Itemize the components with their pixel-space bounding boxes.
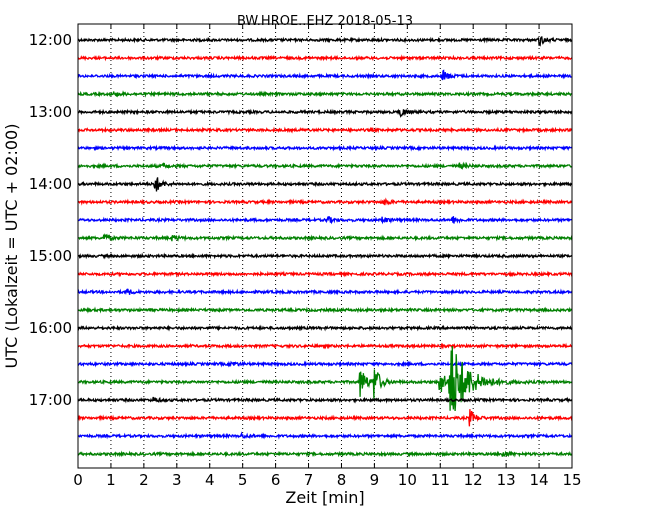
seismic-trace — [77, 36, 573, 47]
seismic-trace — [77, 252, 573, 260]
y-tick-label: 14:00 — [29, 175, 72, 193]
y-axis-label: UTC (Lokalzeit = UTC + 02:00) — [2, 124, 21, 369]
x-tick-label: 3 — [172, 471, 182, 489]
seismic-trace — [77, 69, 573, 81]
seismic-trace — [77, 177, 573, 192]
x-tick-label: 12 — [464, 471, 483, 489]
chart-title: BW.HROE..EHZ 2018-05-13 — [237, 14, 413, 29]
seismic-trace — [77, 144, 573, 152]
seismic-traces — [77, 36, 573, 458]
seismic-trace — [77, 306, 573, 314]
seismic-trace — [77, 197, 573, 206]
x-tick-label: 7 — [304, 471, 314, 489]
seismic-trace — [77, 431, 573, 440]
x-tick-label: 8 — [337, 471, 347, 489]
x-tick-label: 4 — [205, 471, 215, 489]
seismic-trace — [77, 54, 573, 62]
seismic-trace — [77, 396, 573, 404]
seismic-trace — [77, 342, 573, 350]
seismic-trace — [77, 288, 573, 296]
x-tick-label: 13 — [497, 471, 516, 489]
plot-frame — [77, 23, 573, 469]
y-tick-label: 15:00 — [29, 247, 72, 265]
x-axis-label: Zeit [min] — [285, 488, 364, 507]
y-tick-label: 16:00 — [29, 319, 72, 337]
seismic-trace — [77, 126, 573, 134]
seismic-trace — [77, 216, 573, 225]
seismic-trace — [77, 360, 573, 368]
x-tick-label: 10 — [398, 471, 417, 489]
x-tick-label: 0 — [73, 471, 83, 489]
seismic-trace — [77, 161, 573, 170]
x-tick-label: 5 — [238, 471, 248, 489]
seismic-trace — [77, 270, 573, 278]
seismic-trace — [77, 324, 573, 332]
seismic-trace — [77, 108, 573, 118]
x-tick-label: 6 — [271, 471, 281, 489]
y-tick-label: 17:00 — [29, 391, 72, 409]
seismic-trace — [77, 409, 573, 427]
x-tick-label: 11 — [431, 471, 450, 489]
x-tick-label: 9 — [370, 471, 380, 489]
seismic-trace — [77, 90, 573, 98]
y-tick-label: 13:00 — [29, 103, 72, 121]
seismic-trace — [77, 345, 573, 412]
y-tick-label: 12:00 — [29, 31, 72, 49]
seismic-trace — [77, 450, 573, 458]
x-tick-label: 15 — [562, 471, 581, 489]
seismic-trace — [77, 233, 573, 242]
x-tick-label: 1 — [106, 471, 116, 489]
x-axis: 0 1 2 3 4 5 6 7 8 9 10 11 12 13 14 15 — [73, 24, 582, 489]
y-axis: 12:00 13:00 14:00 15:00 16:00 17:00 — [29, 31, 572, 409]
x-tick-label: 14 — [530, 471, 549, 489]
x-tick-label: 2 — [139, 471, 149, 489]
